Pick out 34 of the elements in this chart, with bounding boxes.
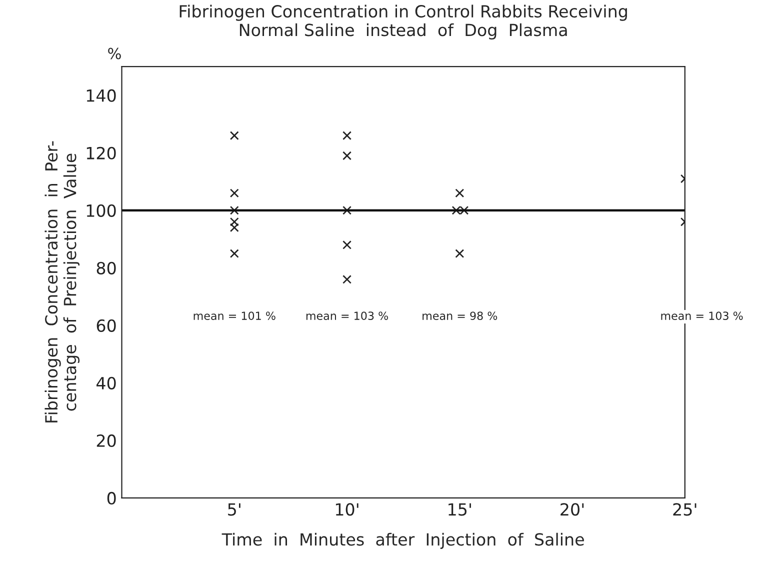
x-tick-label: 20': [560, 503, 584, 516]
annotation: mean = 98 %: [422, 312, 498, 320]
point: [455, 188, 464, 198]
point: [455, 249, 464, 258]
y-axis-title: Fibrinogen Concentration in Per- centage of Preinjection Value: [44, 141, 80, 422]
annotation: mean = 103 %: [661, 312, 743, 320]
point: [230, 249, 239, 258]
point: [342, 240, 352, 250]
annotation: mean = 103 %: [306, 312, 388, 320]
x-tick-label: 5': [228, 503, 240, 516]
text: %: [108, 48, 121, 60]
point: [230, 217, 239, 226]
x-tick-label: 25': [673, 503, 696, 516]
point: [342, 151, 352, 160]
y-tick-label: 0: [107, 492, 116, 505]
y-tick-label: 20: [96, 434, 116, 447]
y-tick-label: 140: [86, 89, 116, 102]
y-tick-label: 40: [96, 376, 116, 390]
x-axis-title: Time in Minutes after Injection of Saline: [222, 532, 584, 549]
point: [230, 131, 239, 140]
annotation: mean = 101 %: [194, 312, 276, 320]
point: [230, 223, 239, 232]
y-tick-label: 100: [86, 204, 116, 217]
x-tick-label: 10': [336, 503, 358, 516]
y-tick-label: 120: [86, 146, 116, 160]
x-tick-label: 15': [448, 503, 471, 516]
point: [342, 131, 352, 140]
point: [342, 206, 352, 215]
point: [230, 206, 239, 215]
y-tick-label: 80: [96, 262, 116, 274]
point: [230, 188, 239, 198]
chart-title: Fibrinogen Concentration in Control Rabbits Receiving Normal Saline instead of Dog Plasma: [180, 4, 627, 40]
y-tick-label: 60: [96, 319, 116, 332]
point: [342, 274, 352, 284]
